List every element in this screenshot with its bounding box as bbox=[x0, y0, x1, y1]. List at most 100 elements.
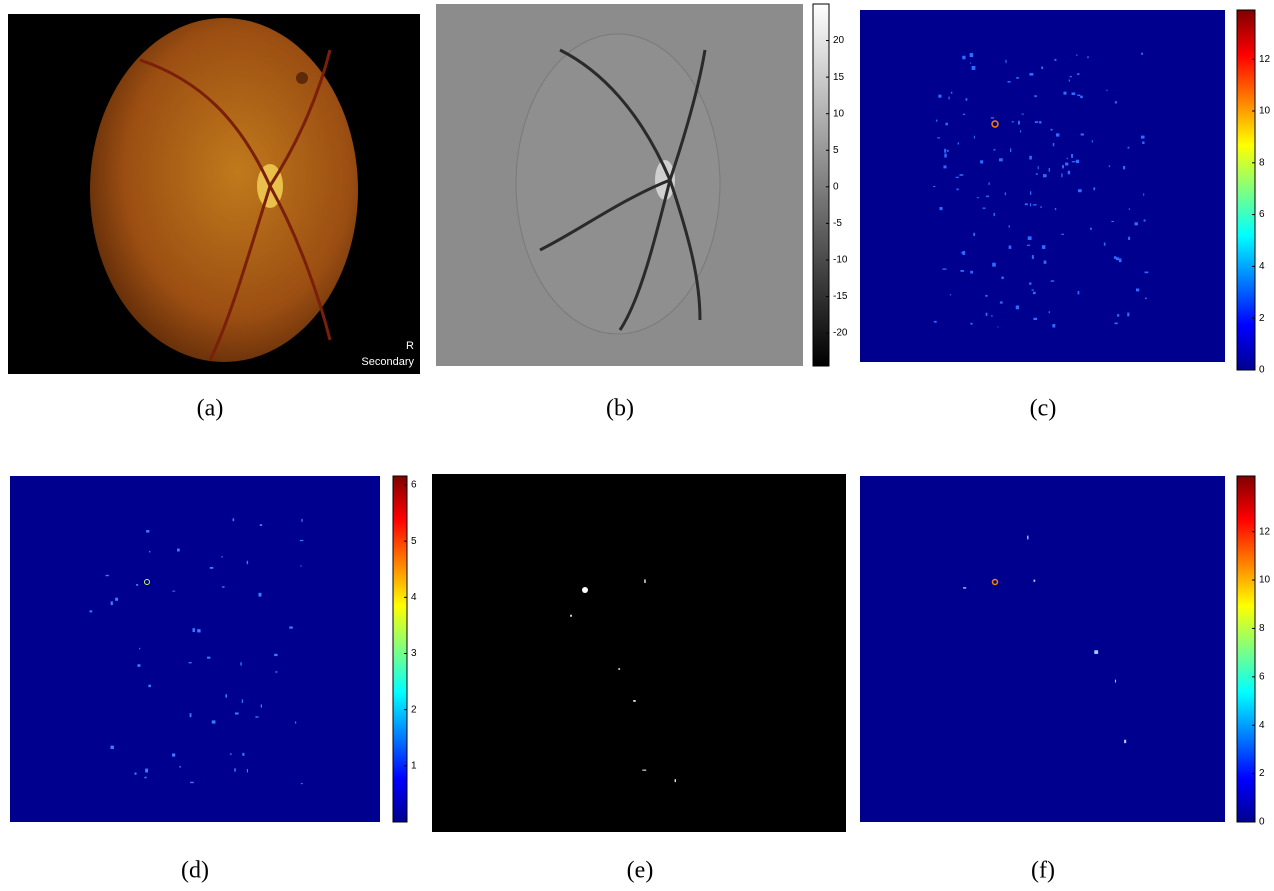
speck bbox=[970, 53, 974, 57]
speck bbox=[1124, 740, 1126, 743]
speck bbox=[242, 753, 244, 756]
image-label: Secondary bbox=[361, 356, 414, 368]
speck bbox=[134, 773, 136, 775]
speck bbox=[1144, 220, 1146, 222]
speck bbox=[1028, 236, 1032, 240]
speck bbox=[207, 657, 210, 659]
speck bbox=[939, 207, 942, 210]
caption: (b) bbox=[606, 396, 634, 422]
speck bbox=[105, 575, 108, 576]
speck bbox=[189, 662, 192, 663]
speck bbox=[1055, 208, 1056, 210]
speck bbox=[1041, 67, 1043, 69]
speck bbox=[1080, 96, 1083, 98]
speck bbox=[146, 530, 149, 532]
speck bbox=[1056, 133, 1059, 136]
tick-label: 4 bbox=[1259, 261, 1265, 272]
tick-label: 0 bbox=[833, 181, 839, 192]
tick-label: 8 bbox=[1259, 157, 1265, 168]
speck bbox=[991, 117, 994, 118]
speck bbox=[956, 177, 959, 178]
image-e bbox=[432, 474, 846, 832]
speck bbox=[943, 165, 946, 168]
speck bbox=[948, 97, 949, 100]
speck bbox=[1030, 191, 1031, 195]
speck bbox=[970, 63, 971, 64]
speck bbox=[1012, 121, 1014, 122]
speck bbox=[137, 664, 140, 667]
speck bbox=[1025, 203, 1028, 205]
speck bbox=[1062, 165, 1064, 168]
speck bbox=[222, 556, 223, 558]
speck bbox=[1069, 80, 1070, 82]
image-c bbox=[860, 10, 1225, 362]
speck bbox=[1029, 282, 1031, 284]
speck bbox=[937, 137, 940, 138]
tick-label: 5 bbox=[833, 145, 839, 156]
speck bbox=[1076, 160, 1079, 163]
speck bbox=[1022, 114, 1024, 115]
speck bbox=[1078, 291, 1080, 294]
speck bbox=[1136, 288, 1139, 291]
caption: (a) bbox=[197, 396, 224, 422]
speck bbox=[1106, 90, 1107, 91]
speck bbox=[1142, 141, 1144, 143]
speck bbox=[958, 142, 959, 144]
speck bbox=[1116, 257, 1119, 260]
speck bbox=[1141, 53, 1143, 55]
speck bbox=[1051, 129, 1053, 131]
speck bbox=[139, 648, 140, 649]
speck bbox=[260, 524, 262, 526]
speck bbox=[1077, 95, 1080, 97]
caption: (e) bbox=[627, 858, 654, 884]
speck bbox=[1076, 54, 1077, 56]
speck bbox=[1072, 161, 1076, 162]
tick-label: 15 bbox=[833, 72, 845, 83]
speck bbox=[570, 615, 572, 617]
speck bbox=[1034, 580, 1036, 582]
speck bbox=[148, 685, 151, 687]
speck bbox=[970, 323, 972, 325]
speck bbox=[642, 770, 646, 771]
speck bbox=[1145, 272, 1149, 274]
tick-label: 6 bbox=[1259, 671, 1265, 682]
speck bbox=[1032, 289, 1034, 290]
speck bbox=[300, 540, 303, 541]
colorbar bbox=[813, 4, 829, 366]
image-f bbox=[860, 476, 1225, 822]
speck bbox=[938, 95, 941, 98]
tick-label: 4 bbox=[411, 592, 417, 603]
speck bbox=[295, 722, 296, 724]
speck bbox=[172, 591, 175, 592]
tick-label: 2 bbox=[1259, 768, 1265, 779]
speck bbox=[212, 720, 216, 723]
speck bbox=[1018, 121, 1020, 125]
speck bbox=[1000, 301, 1003, 303]
speck bbox=[235, 712, 239, 714]
speck bbox=[1141, 136, 1145, 139]
speck bbox=[1081, 133, 1084, 135]
speck bbox=[1072, 92, 1076, 95]
tick-label: 12 bbox=[1259, 54, 1271, 65]
speck bbox=[934, 321, 937, 323]
speck bbox=[1061, 234, 1063, 235]
colorbar bbox=[393, 476, 407, 822]
speck bbox=[172, 753, 175, 756]
speck bbox=[1010, 148, 1011, 152]
speck bbox=[1054, 59, 1056, 61]
image-label: R bbox=[406, 340, 414, 352]
speck bbox=[144, 777, 146, 779]
tick-label: -5 bbox=[833, 218, 842, 229]
speck bbox=[1027, 245, 1030, 246]
speck bbox=[1009, 245, 1012, 248]
speck bbox=[974, 136, 975, 139]
speck bbox=[1039, 121, 1041, 124]
tick-label: 10 bbox=[1259, 575, 1271, 586]
speck bbox=[115, 598, 118, 601]
speck bbox=[149, 551, 150, 553]
speck bbox=[933, 186, 935, 187]
speck bbox=[956, 189, 958, 191]
speck bbox=[1038, 166, 1039, 169]
speck bbox=[1143, 193, 1144, 195]
speck bbox=[258, 593, 261, 597]
